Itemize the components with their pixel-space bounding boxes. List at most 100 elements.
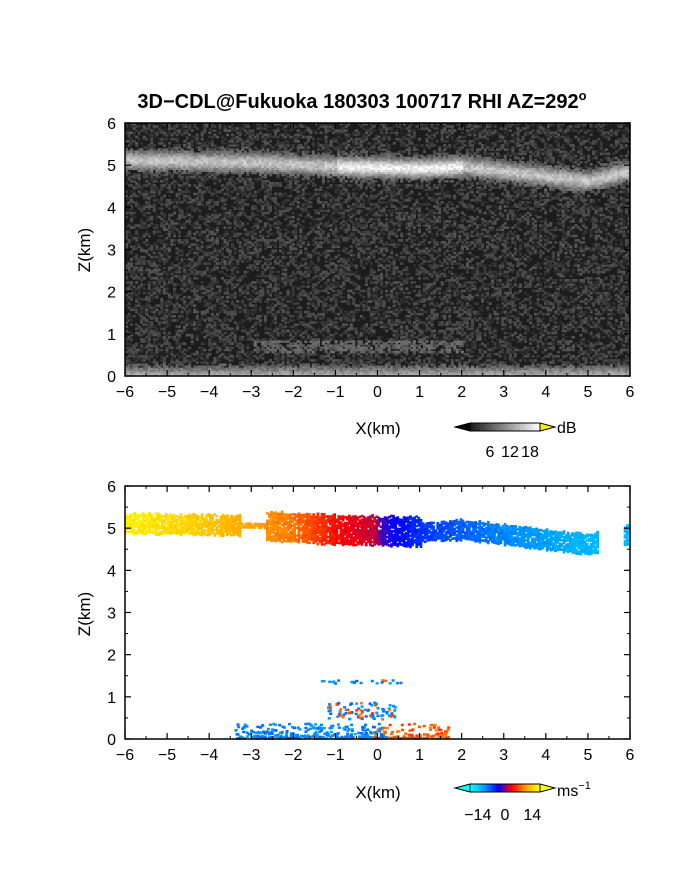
reflectivity-cell xyxy=(167,230,171,234)
reflectivity-cell xyxy=(152,127,156,130)
reflectivity-cell xyxy=(132,201,136,204)
reflectivity-cell xyxy=(173,131,177,135)
reflectivity-cell xyxy=(241,300,245,303)
reflectivity-cell xyxy=(183,268,187,272)
reflectivity-cell xyxy=(152,367,156,371)
reflectivity-cell xyxy=(125,226,129,229)
reflectivity-cell xyxy=(299,213,303,217)
reflectivity-cell xyxy=(147,369,151,373)
reflectivity-cell xyxy=(157,304,161,307)
reflectivity-cell xyxy=(157,249,161,253)
reflectivity-cell xyxy=(150,148,154,151)
reflectivity-cell xyxy=(152,230,156,234)
reflectivity-cell xyxy=(208,319,212,322)
reflectivity-cell xyxy=(152,190,156,194)
reflectivity-cell xyxy=(140,188,144,192)
reflectivity-cell xyxy=(127,152,131,156)
reflectivity-cell xyxy=(200,144,204,147)
reflectivity-cell xyxy=(127,268,131,272)
reflectivity-cell xyxy=(200,287,204,291)
reflectivity-cell xyxy=(183,300,187,303)
reflectivity-cell xyxy=(185,310,189,314)
reflectivity-cell xyxy=(130,123,134,126)
reflectivity-cell xyxy=(157,163,161,166)
reflectivity-cell xyxy=(210,331,214,335)
reflectivity-cell xyxy=(306,285,310,288)
reflectivity-cell xyxy=(190,201,194,204)
reflectivity-cell xyxy=(147,304,151,307)
reflectivity-cell xyxy=(160,224,164,227)
reflectivity-cell xyxy=(145,127,149,130)
reflectivity-cell xyxy=(185,312,189,316)
reflectivity-cell xyxy=(185,131,189,135)
reflectivity-cell xyxy=(132,369,136,373)
reflectivity-cell xyxy=(170,201,174,204)
reflectivity-cell xyxy=(203,251,207,255)
reflectivity-cell xyxy=(160,241,164,244)
reflectivity-cell xyxy=(137,325,141,329)
reflectivity-cell xyxy=(210,125,214,128)
reflectivity-cell xyxy=(145,369,149,373)
reflectivity-cell xyxy=(157,274,161,278)
reflectivity-cell xyxy=(183,133,187,137)
reflectivity-cell xyxy=(200,158,204,162)
reflectivity-cell xyxy=(203,142,207,145)
reflectivity-cell xyxy=(147,338,151,341)
reflectivity-cell xyxy=(157,289,161,293)
reflectivity-cell xyxy=(198,367,202,371)
reflectivity-cell xyxy=(213,163,217,166)
reflectivity-cell xyxy=(135,239,139,242)
reflectivity-cell xyxy=(248,177,252,181)
reflectivity-cell xyxy=(125,331,129,335)
reflectivity-cell xyxy=(173,291,177,295)
reflectivity-cell xyxy=(127,348,131,352)
reflectivity-cell xyxy=(246,222,250,225)
reflectivity-cell xyxy=(183,329,187,333)
reflectivity-cell xyxy=(213,156,217,160)
reflectivity-cell xyxy=(203,144,207,147)
reflectivity-cell xyxy=(180,281,184,284)
reflectivity-cell xyxy=(231,239,235,242)
reflectivity-cell xyxy=(160,268,164,272)
reflectivity-cell xyxy=(147,365,151,369)
reflectivity-cell xyxy=(147,198,151,202)
reflectivity-cell xyxy=(152,359,156,362)
reflectivity-cell xyxy=(208,161,212,164)
reflectivity-cell xyxy=(180,279,184,282)
reflectivity-cell xyxy=(132,276,136,280)
reflectivity-cell xyxy=(198,260,202,263)
reflectivity-cell xyxy=(162,251,166,255)
reflectivity-cell xyxy=(208,201,212,204)
reflectivity-cell xyxy=(215,226,219,229)
reflectivity-cell xyxy=(180,190,184,194)
reflectivity-cell xyxy=(130,257,134,261)
reflectivity-cell xyxy=(127,342,131,345)
reflectivity-cell xyxy=(193,251,197,255)
reflectivity-cell xyxy=(162,154,166,158)
reflectivity-cell xyxy=(256,266,260,270)
reflectivity-cell xyxy=(205,354,209,358)
reflectivity-cell xyxy=(213,171,217,175)
reflectivity-cell xyxy=(125,357,129,360)
reflectivity-cell xyxy=(190,207,194,210)
reflectivity-cell xyxy=(200,312,204,316)
reflectivity-cell xyxy=(178,317,182,320)
reflectivity-cell xyxy=(157,312,161,316)
reflectivity-cell xyxy=(210,327,214,331)
reflectivity-cell xyxy=(215,365,219,369)
reflectivity-cell xyxy=(205,154,209,158)
reflectivity-cell xyxy=(125,234,129,238)
reflectivity-cell xyxy=(193,293,197,297)
reflectivity-cell xyxy=(190,156,194,160)
reflectivity-cell xyxy=(220,222,224,225)
reflectivity-cell xyxy=(203,152,207,156)
reflectivity-cell xyxy=(160,152,164,156)
reflectivity-cell xyxy=(188,346,192,350)
reflectivity-cell xyxy=(152,352,156,356)
reflectivity-cell xyxy=(188,150,192,154)
reflectivity-cell xyxy=(140,257,144,261)
reflectivity-cell xyxy=(208,289,212,293)
reflectivity-cell xyxy=(155,173,159,177)
reflectivity-cell xyxy=(142,207,146,210)
reflectivity-cell xyxy=(175,365,179,369)
